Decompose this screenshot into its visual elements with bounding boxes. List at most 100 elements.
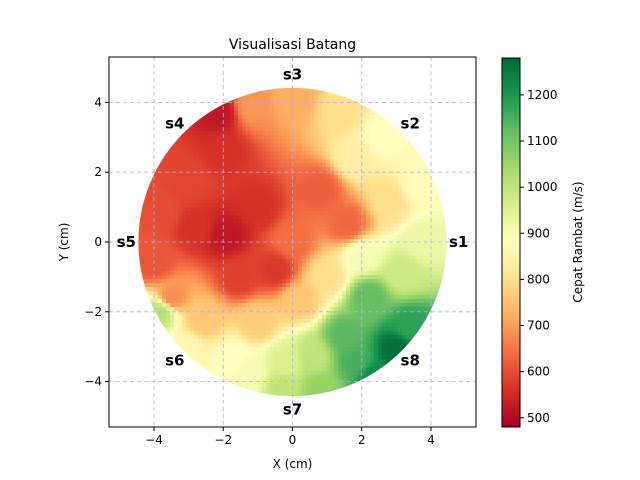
heatmap-cell [270,367,275,372]
heatmap-cell [206,291,211,296]
heatmap-cell [206,343,211,348]
heatmap-cell [298,387,303,392]
heatmap-cell [230,275,235,280]
heatmap-cell [218,323,223,328]
heatmap-cell [370,163,375,168]
heatmap-cell [218,107,223,112]
heatmap-cell [210,303,215,308]
heatmap-cell [178,287,183,292]
heatmap-cell [202,351,207,356]
heatmap-cell [226,155,231,160]
heatmap-cell [426,223,431,228]
heatmap-cell [318,331,323,336]
heatmap-cell [242,211,247,216]
heatmap-cell [230,299,235,304]
heatmap-cell [242,267,247,272]
heatmap-cell [382,331,387,336]
heatmap-cell [194,323,199,328]
heatmap-cell [230,103,235,108]
heatmap-cell [142,267,147,272]
heatmap-cell [338,243,343,248]
heatmap-cell [342,119,347,124]
heatmap-cell [386,171,391,176]
heatmap-cell [386,327,391,332]
heatmap-cell [278,383,283,388]
heatmap-cell [338,163,343,168]
heatmap-cell [402,187,407,192]
heatmap-cell [214,119,219,124]
heatmap-cell [194,259,199,264]
heatmap-cell [258,303,263,308]
heatmap-cell [366,367,371,372]
heatmap-cell [230,163,235,168]
heatmap-cell [238,187,243,192]
heatmap-cell [306,291,311,296]
heatmap-cell [398,347,403,352]
heatmap-cell [334,179,339,184]
heatmap-cell [186,267,191,272]
heatmap-cell [370,335,375,340]
heatmap-cell [138,243,143,248]
heatmap-cell [322,263,327,268]
heatmap-cell [346,239,351,244]
heatmap-cell [386,135,391,140]
heatmap-cell [298,207,303,212]
heatmap-cell [274,183,279,188]
heatmap-cell [382,231,387,236]
heatmap-cell [282,335,287,340]
heatmap-cell [202,319,207,324]
heatmap-cell [266,223,271,228]
heatmap-cell [306,335,311,340]
heatmap-cell [246,371,251,376]
heatmap-cell [238,259,243,264]
heatmap-cell [366,179,371,184]
heatmap-cell [150,263,155,268]
heatmap-cell [206,279,211,284]
heatmap-cell [310,247,315,252]
heatmap-cell [274,359,279,364]
heatmap-cell [206,323,211,328]
heatmap-cell [406,315,411,320]
heatmap-cell [394,283,399,288]
heatmap-cell [362,211,367,216]
heatmap-cell [374,275,379,280]
heatmap-cell [390,335,395,340]
heatmap-cell [402,343,407,348]
heatmap-cell [170,327,175,332]
heatmap-cell [166,315,171,320]
heatmap-cell [246,375,251,380]
heatmap-cell [266,327,271,332]
heatmap-cell [250,287,255,292]
heatmap-cell [258,375,263,380]
heatmap-cell [178,267,183,272]
heatmap-cell [270,127,275,132]
heatmap-cell [250,227,255,232]
heatmap-cell [158,203,163,208]
heatmap-cell [310,355,315,360]
heatmap-cell [366,155,371,160]
heatmap-cell [258,275,263,280]
heatmap-cell [150,219,155,224]
heatmap-cell [230,295,235,300]
heatmap-cell [178,179,183,184]
heatmap-cell [242,307,247,312]
heatmap-cell [226,311,231,316]
heatmap-cell [406,227,411,232]
heatmap-cell [166,255,171,260]
heatmap-cell [246,379,251,384]
heatmap-cell [350,131,355,136]
heatmap-cell [230,219,235,224]
heatmap-cell [234,311,239,316]
heatmap-cell [186,207,191,212]
heatmap-cell [302,119,307,124]
heatmap-cell [286,307,291,312]
heatmap-cell [342,199,347,204]
heatmap-cell [182,295,187,300]
heatmap-cell [206,355,211,360]
heatmap-cell [202,179,207,184]
heatmap-cell [226,263,231,268]
heatmap-cell [286,119,291,124]
heatmap-cell [262,375,267,380]
heatmap-cell [154,235,159,240]
heatmap-cell [234,227,239,232]
